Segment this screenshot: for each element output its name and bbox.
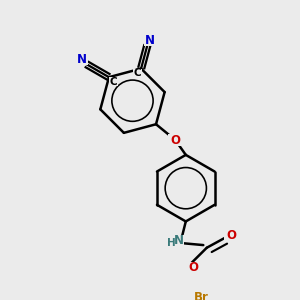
Text: C: C bbox=[134, 68, 141, 78]
FancyBboxPatch shape bbox=[191, 292, 211, 300]
Text: O: O bbox=[170, 134, 180, 146]
FancyBboxPatch shape bbox=[168, 134, 182, 146]
FancyBboxPatch shape bbox=[109, 77, 118, 86]
Text: C: C bbox=[110, 76, 117, 87]
FancyBboxPatch shape bbox=[224, 230, 238, 241]
Text: N: N bbox=[174, 234, 184, 247]
Text: N: N bbox=[145, 34, 155, 47]
Text: Br: Br bbox=[194, 291, 208, 300]
FancyBboxPatch shape bbox=[76, 54, 88, 65]
FancyBboxPatch shape bbox=[144, 35, 156, 46]
Text: H: H bbox=[167, 238, 175, 248]
Text: N: N bbox=[77, 53, 87, 66]
FancyBboxPatch shape bbox=[187, 262, 201, 274]
FancyBboxPatch shape bbox=[133, 69, 142, 77]
Text: O: O bbox=[226, 229, 236, 242]
Text: O: O bbox=[189, 261, 199, 274]
FancyBboxPatch shape bbox=[173, 235, 184, 246]
